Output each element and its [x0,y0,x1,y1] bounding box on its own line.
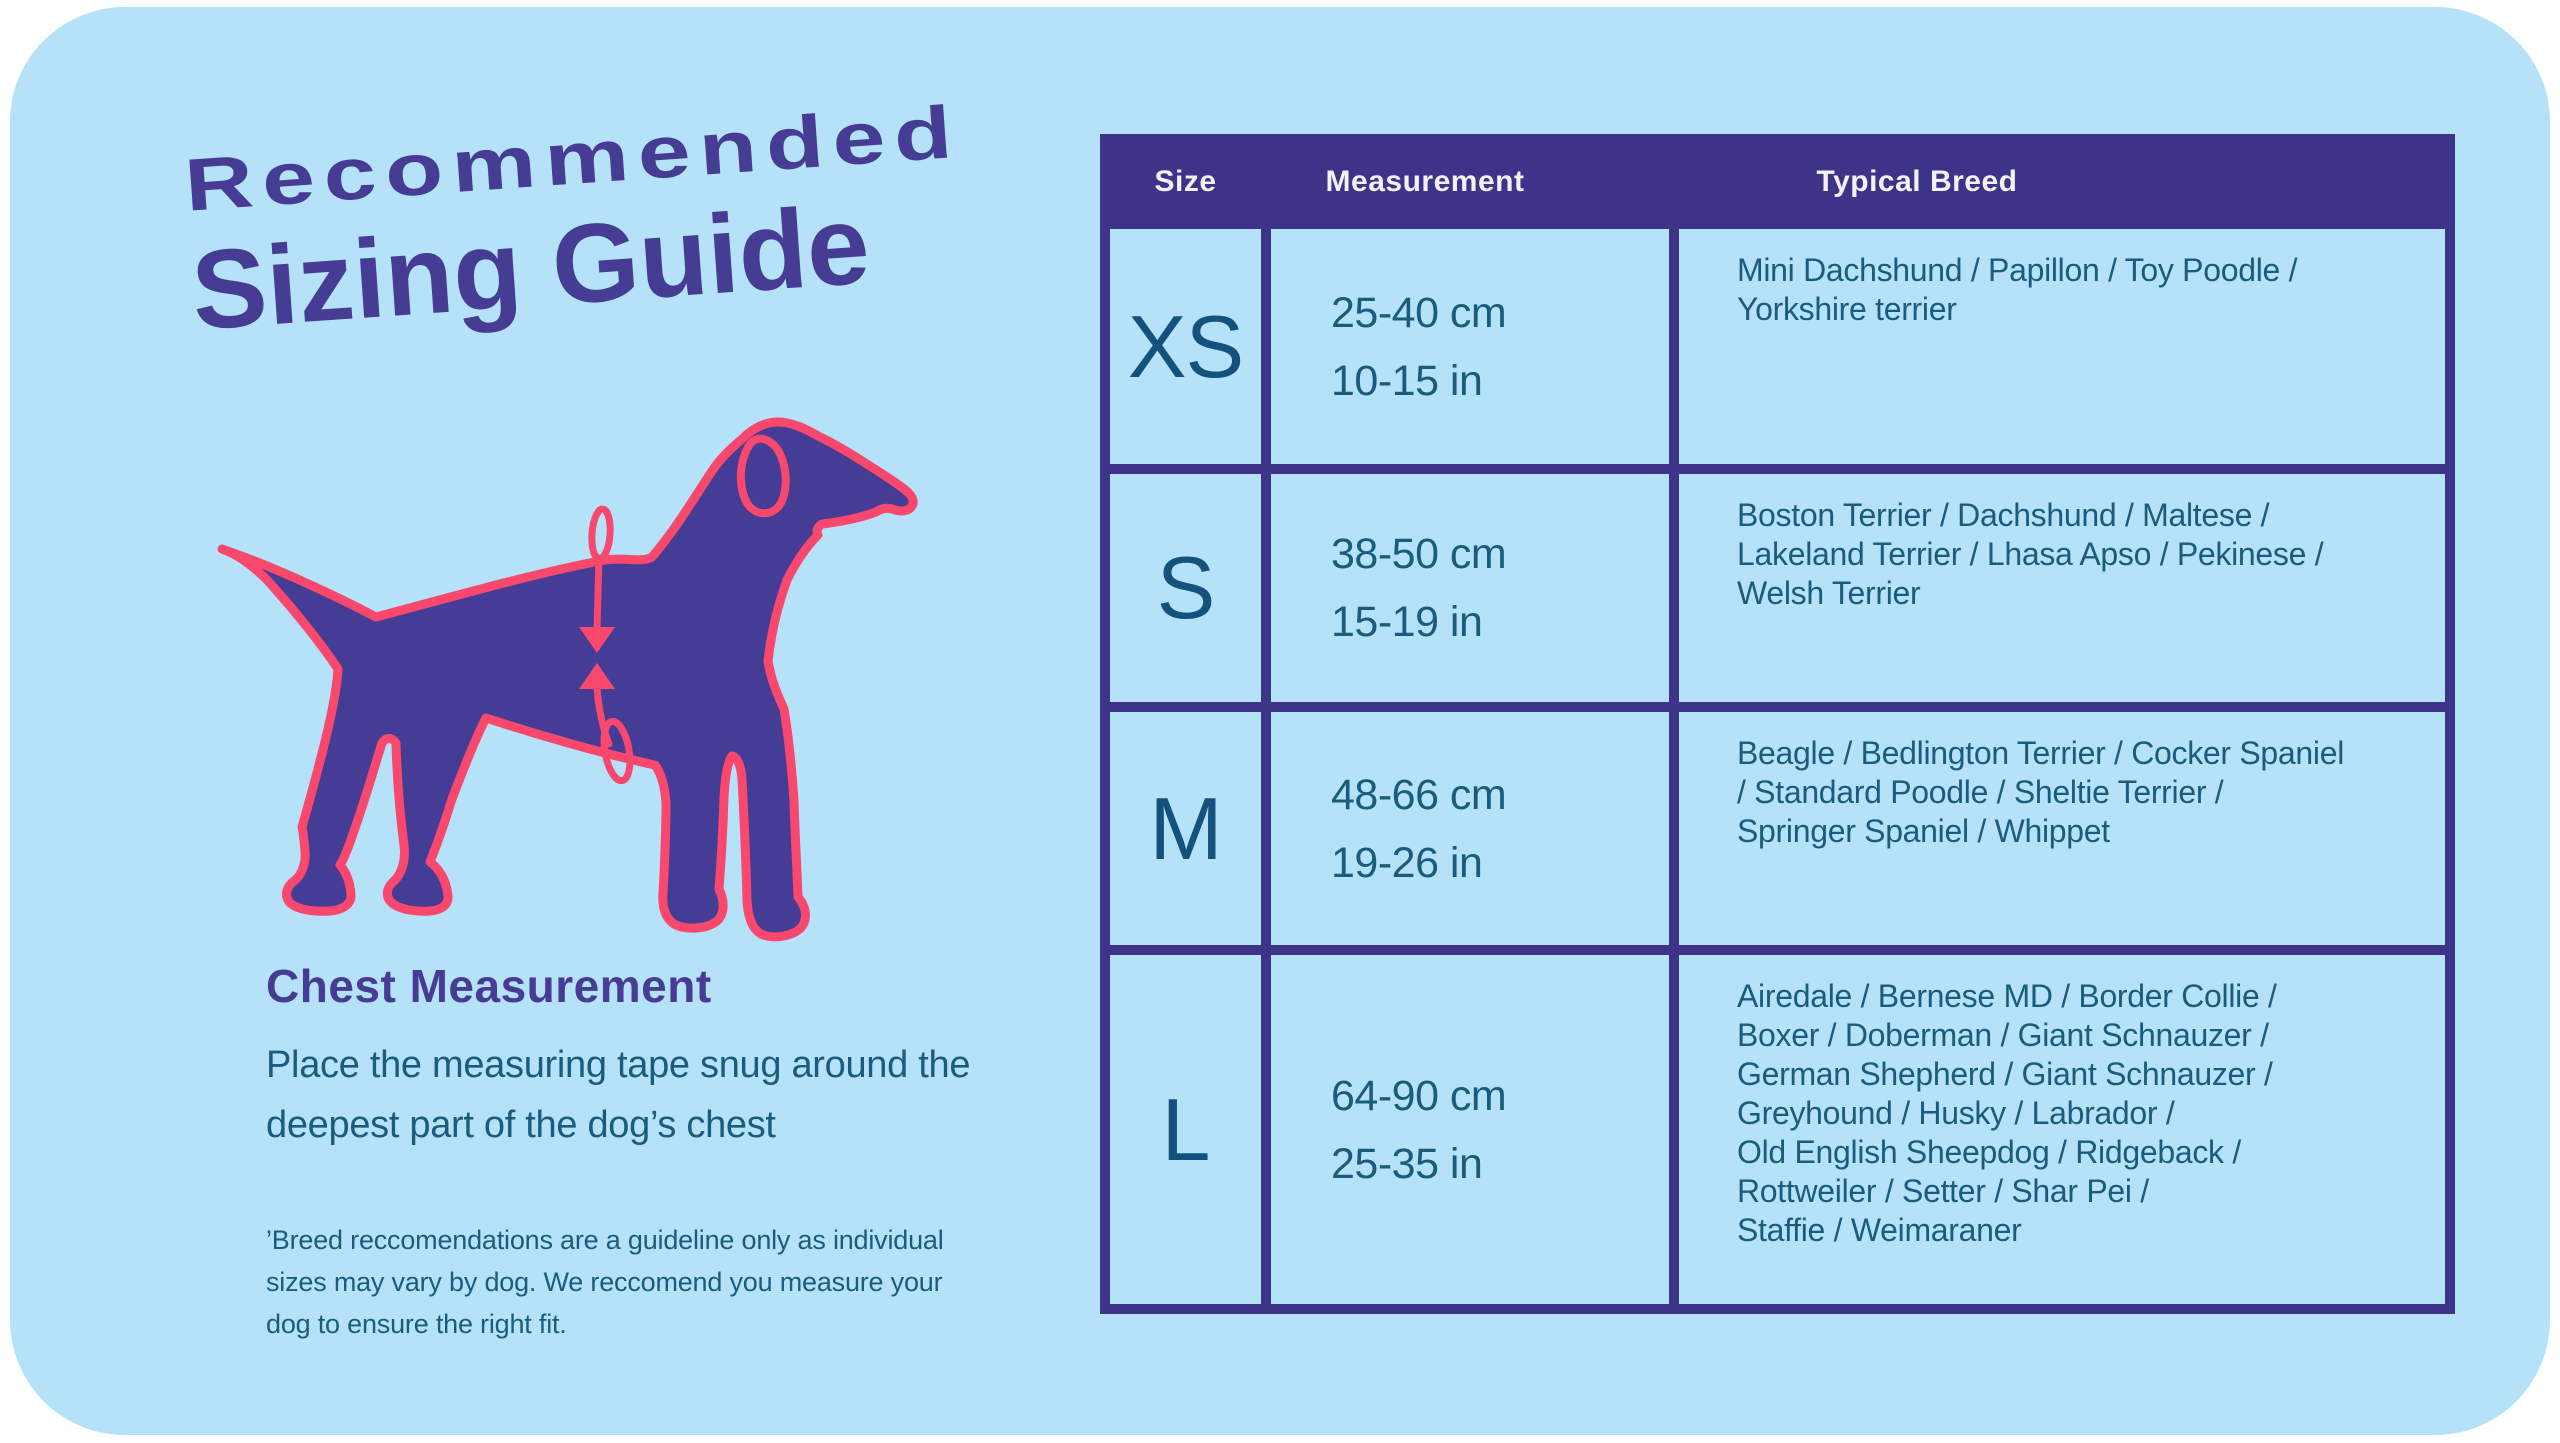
breed-cell-m: Beagle / Bedlington Terrier / Cocker Spa… [1679,712,2445,945]
breed-line: Staffie / Weimaraner [1737,1212,2022,1248]
breed-line: German Shepherd / Giant Schnauzer / [1737,1056,2273,1092]
breed-line: Welsh Terrier [1737,575,1921,611]
measurement-cell-s: 38-50 cm 15-19 in [1271,474,1669,702]
breed-line: Airedale / Bernese MD / Border Collie / [1737,978,2277,1014]
breed-line: Rottweiler / Setter / Shar Pei / [1737,1173,2149,1209]
tape-arrow-up [579,663,615,689]
sizing-table: Size Measurement Typical Breed XS 25-40 … [1100,134,2455,1314]
size-cell-s: S [1110,474,1261,702]
column-header-size: Size [1154,164,1217,198]
tape-bottom-loop [600,717,634,785]
breed-line: Mini Dachshund / Papillon / Toy Poodle / [1737,252,2298,288]
tape-arrow-down [579,627,615,653]
breed-line: Old English Sheepdog / Ridgeback / [1737,1134,2241,1170]
breed-cell-s: Boston Terrier / Dachshund / Maltese / L… [1679,474,2445,702]
column-header-typical-breed: Typical Breed [1816,164,2018,198]
dog-body-silhouette [217,417,918,942]
breed-cell-xs: Mini Dachshund / Papillon / Toy Poodle /… [1679,229,2445,464]
breed-line: Boston Terrier / Dachshund / Maltese / [1737,497,2270,533]
breed-line: Beagle / Bedlington Terrier / Cocker Spa… [1737,735,2345,771]
dog-chest-measurement-illustration [217,417,918,942]
measurement-cm: 48-66 cm [1331,770,1507,819]
size-cell-xs: XS [1110,229,1261,464]
breed-line: Boxer / Doberman / Giant Schnauzer / [1737,1017,2269,1053]
measurement-cell-xs: 25-40 cm 10-15 in [1271,229,1669,464]
column-header-measurement: Measurement [1325,164,1525,198]
size-cell-l: L [1110,955,1261,1304]
breed-line: / Standard Poodle / Sheltie Terrier / [1737,774,2224,810]
size-cell-m: M [1110,712,1261,945]
dog-ear [736,434,790,518]
chest-measurement-heading: Chest Measurement [266,960,712,1012]
breed-disclaimer-note: ’Breed reccomendations are a guideline o… [266,1225,944,1339]
measurement-cm: 25-40 cm [1331,288,1507,337]
tape-top-loop [588,505,614,563]
breed-line: Springer Spaniel / Whippet [1737,813,2110,849]
measurement-in: 25-35 in [1331,1139,1483,1188]
chest-measurement-description: Place the measuring tape snug around the… [266,1044,971,1146]
measurement-cell-m: 48-66 cm 19-26 in [1271,712,1669,945]
breed-line: Greyhound / Husky / Labrador / [1737,1095,2175,1131]
measurement-in: 10-15 in [1331,356,1483,405]
tape-line-upper [593,554,603,633]
breed-line: Yorkshire terrier [1737,291,1957,327]
breed-line: Lakeland Terrier / Lhasa Apso / Pekinese… [1737,536,2324,572]
measurement-in: 15-19 in [1331,598,1483,646]
measurement-cell-l: 64-90 cm 25-35 in [1271,955,1669,1304]
card-background: Recommended Sizing Guide Chest Measureme… [10,7,2550,1435]
measurement-cm: 64-90 cm [1331,1071,1507,1120]
tape-line-lower [593,685,613,748]
breed-cell-l: Airedale / Bernese MD / Border Collie / … [1679,955,2445,1304]
measurement-in: 19-26 in [1331,838,1483,887]
measurement-cm: 38-50 cm [1331,530,1507,578]
page-title: Recommended Sizing Guide [182,90,963,354]
